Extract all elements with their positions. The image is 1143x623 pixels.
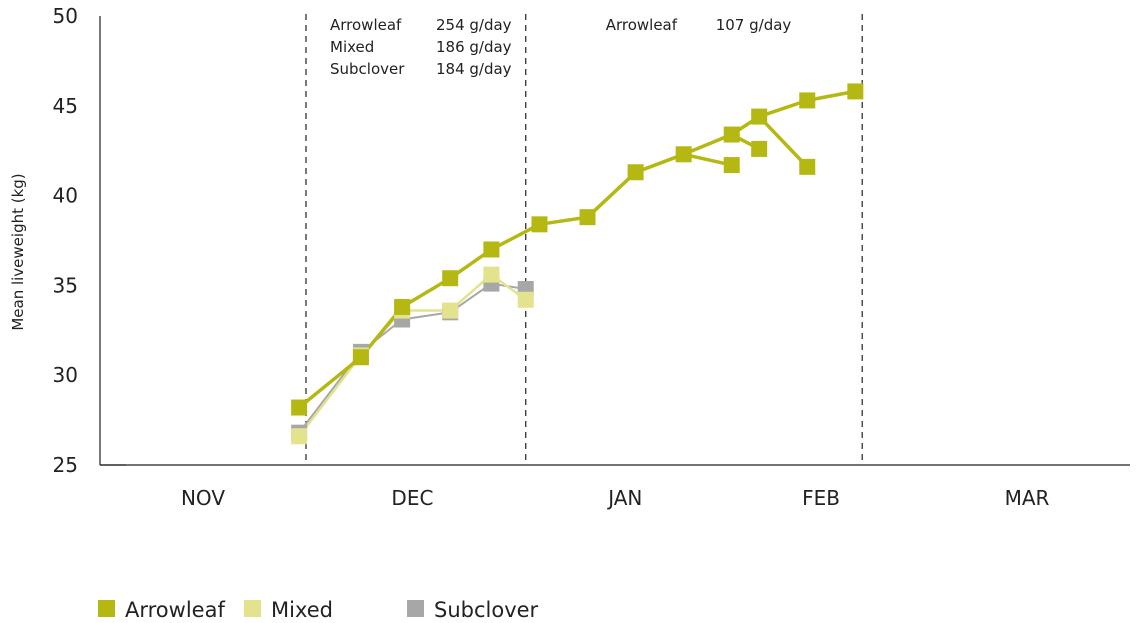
annotation-value: 184 g/day [436,60,512,78]
series-markers [291,83,864,445]
month-dividers [305,14,863,465]
legend: Arrowleaf Mixed Subclover [98,598,539,622]
x-tick-label: JAN [606,486,642,510]
mixed-marker [517,291,534,308]
arrowleaf-marker [723,157,740,174]
arrowleaf-marker [291,399,308,416]
y-tick-label: 45 [53,94,78,118]
x-tick-label: DEC [391,486,433,510]
y-axis-label: Mean liveweight (kg) [9,173,27,330]
mixed-marker [442,302,459,319]
annotation-name: Arrowleaf [330,16,402,34]
arrowleaf-legend-label: Arrowleaf [125,598,225,622]
subclover-legend-swatch [407,600,424,617]
x-tick-label: MAR [1005,486,1050,510]
x-tick-labels: NOV DEC JAN FEB MAR [181,486,1050,510]
arrowleaf-branch-line [757,114,810,169]
y-tick-label: 30 [53,363,78,387]
annotation-value: 107 g/day [716,16,792,34]
arrowleaf-marker [847,83,864,100]
arrowleaf-marker [675,146,692,163]
annotation-name: Mixed [330,38,374,56]
axes [99,16,1130,466]
y-tick-label: 35 [53,273,78,297]
arrowleaf-marker [799,92,816,109]
y-tick-labels: 25 30 35 40 45 50 [53,4,78,477]
mixed-legend-swatch [244,600,261,617]
y-tick-label: 25 [53,453,78,477]
y-tick-label: 40 [53,184,78,208]
subclover-legend-label: Subclover [434,598,539,622]
arrowleaf-marker [352,349,369,366]
mixed-legend-label: Mixed [271,598,333,622]
arrowleaf-marker [394,298,411,315]
arrowleaf-marker [723,126,740,143]
mixed-marker [483,266,500,283]
subclover-series-line [298,282,527,434]
arrowleaf-series-line [297,89,858,410]
rate-annotations: Arrowleaf 254 g/day Mixed 186 g/day Subclove… [330,16,791,78]
arrowleaf-marker [442,270,459,287]
annotation-value: 254 g/day [436,16,512,34]
arrowleaf-marker [751,140,768,157]
arrowleaf-branch-line [681,152,734,167]
arrowleaf-marker [799,158,816,175]
arrowleaf-marker [751,108,768,125]
y-tick-label: 50 [53,4,78,28]
series-lines [297,89,858,438]
mixed-marker [291,428,308,445]
annotation-value: 186 g/day [436,38,512,56]
x-tick-label: NOV [181,486,225,510]
annotation-name: Subclover [330,60,405,78]
arrowleaf-marker [627,164,644,181]
arrowleaf-marker [579,209,596,226]
arrowleaf-legend-swatch [98,600,115,617]
x-tick-label: FEB [802,486,840,510]
arrowleaf-marker [531,216,548,233]
arrowleaf-marker [483,241,500,258]
annotation-name: Arrowleaf [606,16,678,34]
